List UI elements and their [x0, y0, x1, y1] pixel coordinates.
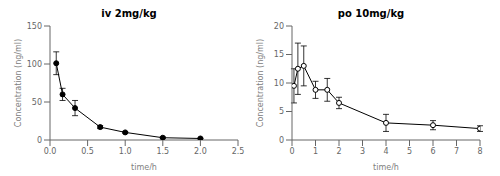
svg-text:1: 1: [313, 147, 318, 156]
svg-text:20: 20: [274, 22, 284, 31]
svg-text:100: 100: [27, 60, 42, 69]
svg-text:1.0: 1.0: [119, 147, 132, 156]
svg-text:0: 0: [289, 147, 294, 156]
svg-text:0.0: 0.0: [44, 147, 57, 156]
svg-text:1.5: 1.5: [156, 147, 169, 156]
svg-text:2.5: 2.5: [232, 147, 245, 156]
svg-text:0: 0: [37, 136, 42, 145]
svg-text:50: 50: [32, 98, 42, 107]
svg-text:5: 5: [279, 107, 284, 116]
svg-text:6: 6: [430, 147, 435, 156]
svg-text:time/h: time/h: [373, 163, 399, 170]
svg-text:0.5: 0.5: [81, 147, 94, 156]
svg-text:time/h: time/h: [131, 163, 157, 170]
svg-text:3: 3: [360, 147, 365, 156]
svg-text:8: 8: [477, 147, 482, 156]
svg-text:150: 150: [27, 22, 42, 31]
svg-text:7: 7: [454, 147, 459, 156]
svg-text:10: 10: [274, 79, 284, 88]
html-text:po 10mg/kg: po 10mg/kg: [337, 8, 405, 19]
svg-text:2.0: 2.0: [194, 147, 207, 156]
svg-text:Concentration (ng/ml): Concentration (ng/ml): [256, 39, 265, 127]
svg-text:0: 0: [279, 136, 284, 145]
svg-text:5: 5: [407, 147, 412, 156]
svg-text:15: 15: [274, 50, 284, 59]
svg-text:4: 4: [383, 147, 388, 156]
html-text:iv 2mg/kg: iv 2mg/kg: [101, 8, 157, 19]
svg-text:Concentration (ng/ml): Concentration (ng/ml): [14, 39, 23, 127]
svg-text:2: 2: [336, 147, 341, 156]
